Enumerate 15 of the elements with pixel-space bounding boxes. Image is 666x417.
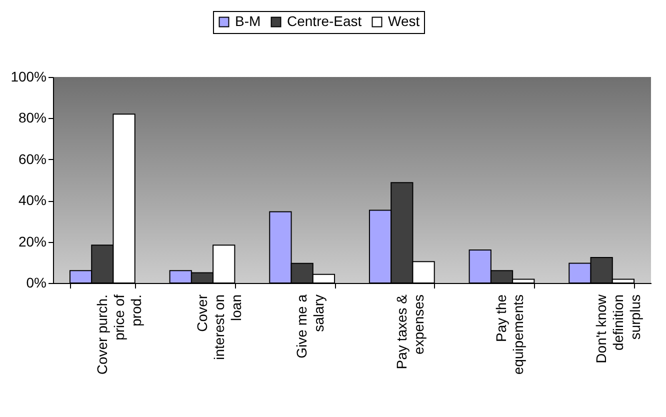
legend-label: Centre-East: [287, 13, 362, 29]
legend-label: West: [388, 13, 420, 29]
x-tick-label: Don't know definition surplus: [593, 294, 644, 364]
y-tick-label: 20%: [18, 233, 46, 250]
x-tick-label: Pay the equipements: [493, 294, 526, 375]
y-tick-label: 60%: [18, 150, 46, 167]
x-tick-label: Give me a salary: [294, 294, 327, 358]
x-tick-label: Cover purch. price of prod.: [94, 294, 144, 375]
y-tick-label: 80%: [18, 110, 46, 126]
x-tick-label: Pay taxes & expenses: [393, 294, 426, 370]
y-tick-label: 40%: [18, 192, 46, 208]
y-tick-label: 0%: [26, 274, 46, 290]
legend-label: B-M: [235, 13, 261, 29]
y-tick-label: 100%: [10, 68, 46, 84]
x-tick-label: Cover interest on loan: [194, 294, 244, 360]
